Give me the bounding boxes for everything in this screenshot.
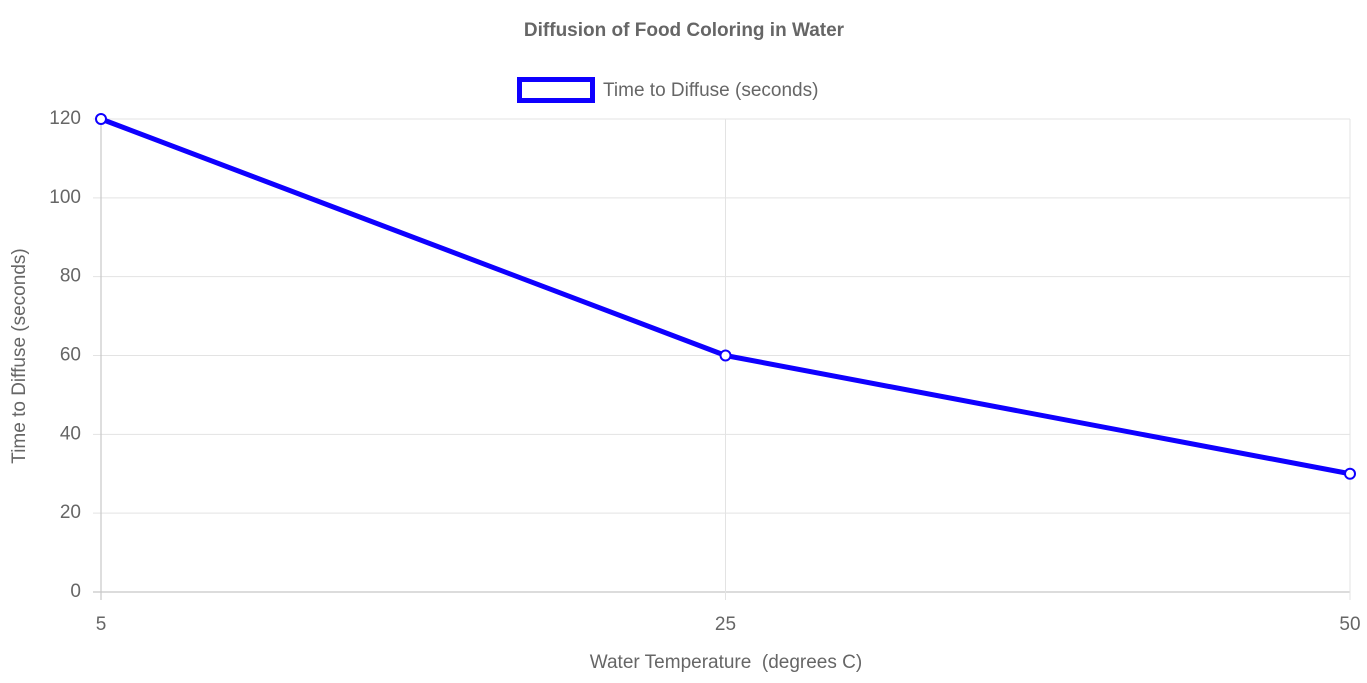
y-axis-title: Time to Diffuse (seconds) [9,248,30,463]
y-tick-label: 80 [60,266,81,287]
x-tick-label: 5 [96,614,107,635]
y-tick-label: 100 [49,187,81,208]
legend-label: Time to Diffuse (seconds) [603,80,818,101]
y-tick-label: 40 [60,423,81,444]
x-tick-label: 50 [1339,614,1360,635]
data-point [95,113,107,125]
legend-swatch [517,77,595,103]
y-tick-label: 60 [60,345,81,366]
x-axis-title: Water Temperature (degrees C) [590,652,862,673]
x-tick-label: 25 [715,614,736,635]
chart-title: Diffusion of Food Coloring in Water [524,20,845,41]
data-point [1344,467,1356,480]
y-tick-label: 0 [70,581,81,602]
data-point [719,349,732,362]
y-tick-label: 120 [49,108,81,129]
y-tick-label: 20 [60,502,81,523]
